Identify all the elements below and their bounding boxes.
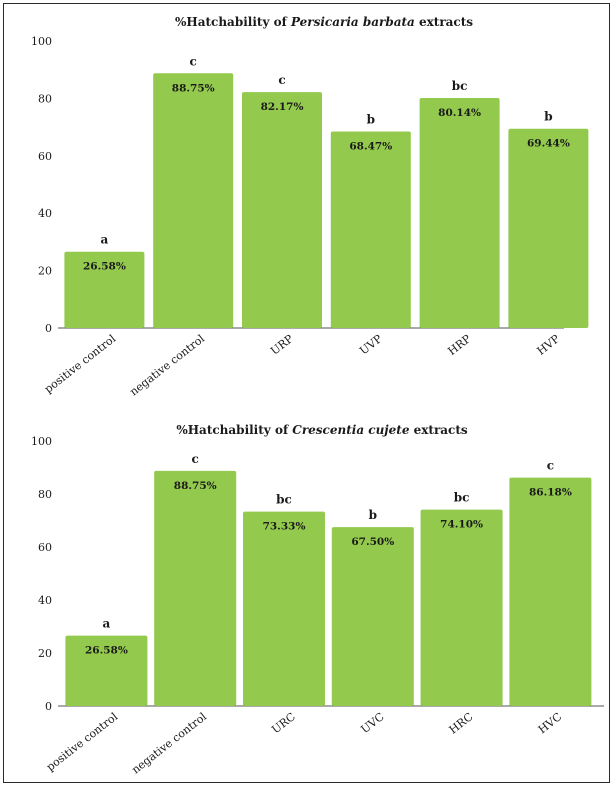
bar-value-label: 69.44%: [527, 138, 570, 150]
significance-letter: a: [103, 617, 111, 631]
bar: [420, 509, 503, 706]
y-tick-label: 0: [45, 700, 52, 713]
bar: [331, 527, 414, 706]
significance-letter: b: [369, 508, 377, 522]
y-tick-label: 100: [31, 35, 52, 48]
y-tick-label: 40: [38, 594, 52, 607]
chart-title-species: Crescentia cujete: [292, 423, 410, 437]
y-tick-label: 60: [38, 541, 52, 554]
bar: [153, 73, 234, 328]
y-tick-label: 20: [38, 265, 52, 278]
chart-persicaria-barbata: %Hatchability of Persicaria barbata extr…: [31, 15, 589, 399]
x-category-label: UVP: [357, 332, 385, 358]
y-tick-label: 80: [38, 92, 52, 105]
bar: [508, 128, 589, 328]
chart-title-prefix: %Hatchability of: [176, 423, 292, 437]
significance-letter: bc: [452, 79, 468, 93]
significance-letter: b: [367, 112, 375, 126]
chart-title-suffix: extracts: [409, 423, 467, 437]
bar-value-label: 68.47%: [349, 140, 392, 152]
significance-letter: a: [101, 233, 109, 247]
chart-title-suffix: extracts: [415, 15, 473, 29]
chart-title-prefix: %Hatchability of: [175, 15, 291, 29]
bar: [64, 251, 145, 328]
y-tick-label: 100: [31, 435, 52, 448]
chart-title: %Hatchability of Crescentia cujete extra…: [176, 423, 468, 437]
x-category-label: UVC: [358, 710, 386, 736]
significance-letter: b: [544, 110, 552, 124]
bar-value-label: 88.75%: [172, 82, 215, 94]
bar: [419, 97, 500, 328]
significance-letter: c: [278, 73, 285, 87]
y-tick-label: 0: [45, 322, 52, 335]
bar: [65, 635, 148, 706]
x-category-label: positive control: [42, 332, 119, 396]
bar: [154, 470, 237, 706]
x-category-label: URP: [268, 332, 296, 358]
bar: [509, 477, 592, 706]
chart-title: %Hatchability of Persicaria barbata extr…: [175, 15, 473, 29]
significance-letter: bc: [276, 493, 292, 507]
bar-value-label: 86.18%: [529, 487, 572, 499]
y-tick-label: 40: [38, 207, 52, 220]
x-category-label: URC: [269, 710, 297, 736]
bar-value-label: 82.17%: [261, 101, 304, 113]
chart-title-species: Persicaria barbata: [290, 15, 415, 29]
chart-crescentia-cujete: %Hatchability of Crescentia cujete extra…: [31, 423, 604, 776]
bar-value-label: 73.33%: [263, 521, 306, 533]
y-tick-label: 60: [38, 150, 52, 163]
significance-letter: c: [190, 54, 197, 68]
x-category-label: HVC: [536, 710, 564, 736]
bar: [330, 131, 411, 328]
bar-value-label: 67.50%: [351, 536, 394, 548]
bar: [242, 92, 322, 329]
x-category-label: positive control: [44, 710, 121, 774]
significance-letter: c: [547, 459, 554, 473]
x-category-label: HRC: [447, 710, 476, 736]
x-category-label: negative control: [129, 710, 209, 777]
y-tick-label: 20: [38, 647, 52, 660]
x-category-label: negative control: [127, 332, 207, 399]
bar-value-label: 74.10%: [440, 519, 483, 531]
significance-letter: bc: [454, 491, 470, 505]
bar-value-label: 26.58%: [83, 261, 126, 273]
bar: [243, 511, 325, 706]
x-category-label: HRP: [446, 332, 474, 358]
significance-letter: c: [192, 452, 199, 466]
figure-frame: %Hatchability of Persicaria barbata extr…: [3, 3, 610, 783]
x-category-label: HVP: [535, 332, 563, 358]
bar-value-label: 88.75%: [174, 480, 217, 492]
y-tick-label: 80: [38, 488, 52, 501]
hatchability-figure: %Hatchability of Persicaria barbata extr…: [31, 15, 604, 776]
bar-value-label: 26.58%: [85, 645, 128, 657]
bar-value-label: 80.14%: [438, 107, 481, 119]
